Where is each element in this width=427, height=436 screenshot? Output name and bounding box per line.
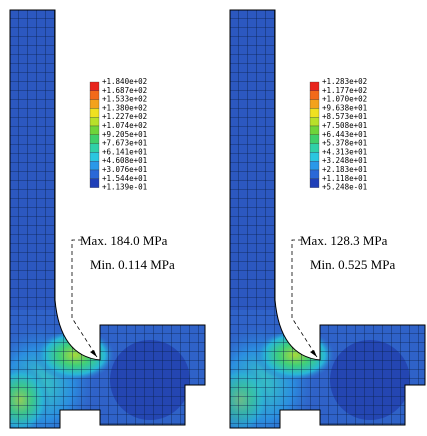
legend-swatch: [90, 91, 99, 100]
legend-swatch: [90, 152, 99, 161]
legend-label: +4.313e+01: [322, 147, 367, 156]
legend-swatch: [90, 117, 99, 126]
legend-swatch: [310, 161, 319, 170]
legend-swatch: [310, 135, 319, 144]
mesh: [0, 0, 210, 436]
legend-swatch: [310, 91, 319, 100]
legend-label: +8.573e+01: [322, 112, 367, 121]
panel: +1.283e+02+1.177e+02+1.070e+02+9.638e+01…: [205, 0, 427, 436]
legend-label: +5.248e-01: [322, 183, 367, 192]
legend-swatch: [90, 170, 99, 179]
legend-label: +9.205e+01: [102, 130, 147, 139]
legend-swatch: [310, 100, 319, 109]
min-label: Min. 0.525 MPa: [310, 257, 395, 272]
legend-label: +1.074e+02: [102, 121, 147, 130]
legend-label: +7.673e+01: [102, 139, 147, 148]
max-label: Max. 184.0 MPa: [80, 233, 168, 248]
legend-label: +3.076e+01: [102, 165, 147, 174]
legend-swatch: [90, 126, 99, 135]
legend-swatch: [90, 100, 99, 109]
model: [205, 0, 427, 436]
legend-label: +2.183e+01: [322, 165, 367, 174]
legend-swatch: [90, 135, 99, 144]
legend-swatch: [90, 161, 99, 170]
model: [0, 0, 210, 436]
legend-swatch: [310, 108, 319, 117]
legend-swatch: [310, 152, 319, 161]
legend-label: +9.638e+01: [322, 103, 367, 112]
legend-label: +1.283e+02: [322, 77, 367, 86]
legend-swatch: [310, 170, 319, 179]
legend-swatch: [310, 179, 319, 188]
legend-label: +1.227e+02: [102, 112, 147, 121]
legend-swatch: [310, 117, 319, 126]
min-label: Min. 0.114 MPa: [90, 257, 175, 272]
legend-swatch: [90, 108, 99, 117]
legend-swatch: [310, 82, 319, 91]
legend-label: +5.378e+01: [322, 139, 367, 148]
legend-label: +1.687e+02: [102, 86, 147, 95]
legend-label: +1.118e+01: [322, 174, 367, 183]
legend-label: +6.141e+01: [102, 147, 147, 156]
legend-label: +4.608e+01: [102, 156, 147, 165]
max-label: Max. 128.3 MPa: [300, 233, 388, 248]
legend-label: +6.443e+01: [322, 130, 367, 139]
figure: +1.840e+02+1.687e+02+1.533e+02+1.380e+02…: [0, 0, 427, 436]
legend-label: +1.070e+02: [322, 95, 367, 104]
legend-label: +1.380e+02: [102, 103, 147, 112]
legend-label: +1.139e-01: [102, 183, 147, 192]
mesh: [220, 0, 427, 436]
arrow-head: [90, 350, 97, 357]
legend-swatch: [90, 179, 99, 188]
legend-label: +1.533e+02: [102, 95, 147, 104]
legend-swatch: [310, 126, 319, 135]
panel: +1.840e+02+1.687e+02+1.533e+02+1.380e+02…: [0, 0, 210, 436]
legend-label: +7.508e+01: [322, 121, 367, 130]
arrow-head: [310, 350, 317, 357]
legend-swatch: [310, 144, 319, 153]
legend-label: +1.177e+02: [322, 86, 367, 95]
legend-swatch: [90, 144, 99, 153]
legend-swatch: [90, 82, 99, 91]
legend-label: +1.840e+02: [102, 77, 147, 86]
legend-label: +3.248e+01: [322, 156, 367, 165]
legend-label: +1.544e+01: [102, 174, 147, 183]
